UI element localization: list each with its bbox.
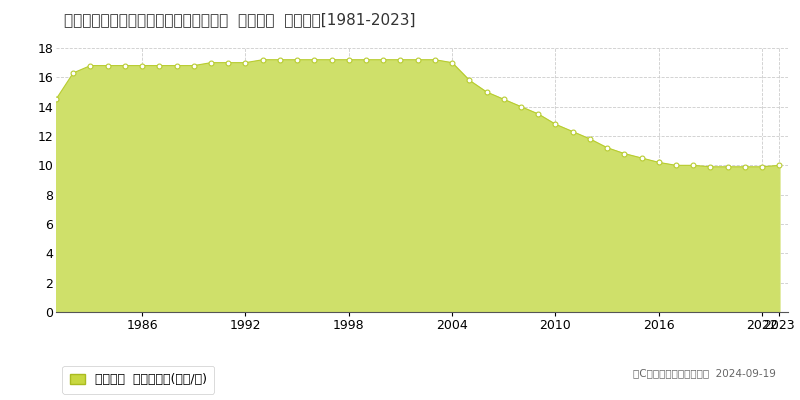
Legend: 公示地価  平均坤単価(万円/坤): 公示地価 平均坤単価(万円/坤) xyxy=(62,366,214,394)
Text: 青森県弘前市大字豊原２丁目１３番１８  公示地価  地価推移[1981-2023]: 青森県弘前市大字豊原２丁目１３番１８ 公示地価 地価推移[1981-2023] xyxy=(64,12,415,27)
Text: （C）土地価格ドットコム  2024-09-19: （C）土地価格ドットコム 2024-09-19 xyxy=(633,368,776,378)
